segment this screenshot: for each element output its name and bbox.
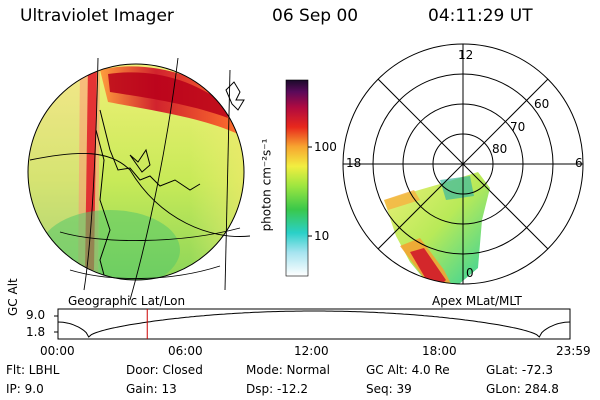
gain-info: Gain: 13 [126, 382, 177, 396]
colorbar-tick-10: 10 [314, 229, 330, 243]
mode-info: Mode: Normal [246, 363, 330, 377]
glon-info: GLon: 284.8 [486, 382, 559, 396]
mlt-label-12: 12 [458, 48, 474, 62]
gc-alt-info: GC Alt: 4.0 Re [366, 363, 450, 377]
altitude-ytick-low: 1.8 [26, 325, 46, 339]
mlt-label-0: 0 [466, 266, 474, 280]
time-tick-1200: 12:00 [294, 344, 329, 358]
ip-info: IP: 9.0 [6, 382, 44, 396]
time-tick-1800: 18:00 [422, 344, 457, 358]
date-label: 06 Sep 00 [272, 6, 359, 26]
mlt-label-6: 6 [575, 156, 583, 170]
glat-info: GLat: -72.3 [486, 363, 553, 377]
door-info: Door: Closed [126, 363, 203, 377]
time-tick-2359: 23:59 [556, 344, 591, 358]
time-tick-0000: 00:00 [40, 344, 75, 358]
colorbar-tick-100: 100 [314, 140, 337, 154]
mlt-label-18: 18 [346, 156, 362, 170]
polar-panel-label: Apex MLat/MLT [432, 294, 522, 308]
mlat-label-80: 80 [492, 142, 508, 156]
time-label: 04:11:29 UT [428, 6, 533, 26]
seq-info: Seq: 39 [366, 382, 412, 396]
filter-info: Flt: LBHL [6, 363, 60, 377]
time-tick-0600: 06:00 [168, 344, 203, 358]
mlat-label-70: 70 [510, 120, 526, 134]
instrument-title: Ultraviolet Imager [20, 6, 174, 26]
altitude-ytick-high: 9.0 [26, 308, 46, 322]
altitude-ylabel: GC Alt [6, 278, 20, 316]
geographic-panel-label: Geographic Lat/Lon [68, 294, 186, 308]
mlat-label-60: 60 [534, 97, 550, 111]
dsp-info: Dsp: -12.2 [246, 382, 309, 396]
